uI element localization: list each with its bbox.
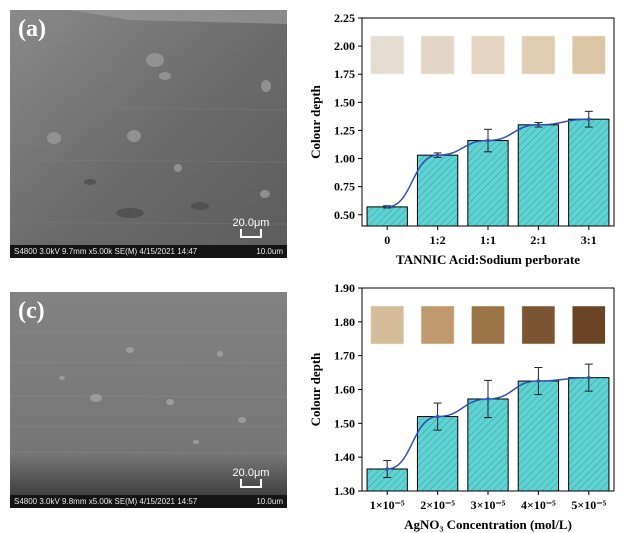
sem-field-a: 10.0um [256,247,283,256]
chart-b-ytick-label: 1.25 [334,123,355,137]
chart-b-trend-point-2 [486,138,490,143]
chart-b-xtick-label-1: 1:2 [430,233,446,247]
chart-d-swatch-0 [370,305,404,345]
chart-b-trend-point-1 [435,153,440,157]
chart-d-xtick-label-4: 5×10⁻⁵ [571,498,606,512]
chart-d-xlabel: AgNO₃ Concentration (mol/L) [404,517,572,532]
chart-d-ytick-label: 1.80 [334,315,355,329]
chart-b-bar-2 [467,140,509,227]
chart-b-swatch-3 [521,35,556,75]
chart-b-swatch-1 [420,35,455,75]
chart-d-ytick-label: 1.40 [334,450,355,464]
sem-info-c: S4800 3.0kV 9.8mm x5.00k SE(M) 4/15/2021… [14,497,198,506]
chart-b-xtick-label-2: 1:1 [480,233,496,247]
chart-d-trend-point-4 [587,375,591,380]
sem-image-a: (a) 20.0μm S4800 3.0kV 9.7mm x5.00k SE(M… [10,10,287,258]
chart-d-swatch-2 [471,305,505,345]
sem-info-bar-a: S4800 3.0kV 9.7mm x5.00k SE(M) 4/15/2021… [10,245,287,258]
sem-texture-a [10,10,287,258]
chart-d-ytick-label: 1.70 [334,349,355,363]
chart-b-trend-point-3 [536,123,541,127]
chart-b-bar-4 [568,118,610,227]
chart-b-ytick-label: 2.00 [334,39,355,53]
chart-b-ytick-label: 1.50 [334,95,355,109]
chart-d-ytick-label: 1.30 [334,484,355,498]
chart-d-trend-point-3 [536,379,541,383]
chart-b-ytick-label: 0.50 [334,208,355,222]
chart-b-xlabel: TANNIC Acid:Sodium perborate [396,252,580,267]
chart-d-swatch-4 [572,305,606,345]
sem-field-c: 10.0um [256,497,283,506]
sem-image-c: (c) 20.0μm S4800 3.0kV 9.8mm x5.00k SE(M… [10,292,287,508]
chart-d-bar-3 [517,380,560,492]
chart-b-xtick-label-3: 2:1 [530,233,546,247]
chart-b-ylabel: Colour depth [308,84,323,159]
sem-texture-c [10,292,287,508]
chart-d-xtick-label-0: 1×10⁻⁵ [370,498,405,512]
chart-b-ytick-label: 1.00 [334,152,355,166]
chart-d-swatch-3 [521,305,556,345]
chart-b-xtick-label-0: 0 [384,233,390,247]
scale-bar-a: 20.0μm [228,217,274,238]
chart-b-ytick-label: 0.75 [334,180,355,194]
chart-b-trend-point-0 [385,205,390,209]
chart-d-ylabel: Colour depth [308,352,323,427]
chart-b-xtick-label-4: 3:1 [581,233,597,247]
sem-info-a: S4800 3.0kV 9.7mm x5.00k SE(M) 4/15/2021… [14,247,198,256]
chart-d-trend-point-1 [435,414,440,419]
chart-b-trend-point-4 [587,117,591,121]
scale-bar-c: 20.0μm [228,467,274,488]
chart-b-swatch-2 [471,35,505,75]
chart-b-swatch-0 [370,35,404,75]
scale-label-c: 20.0μm [232,467,270,479]
panel-label-a: (a) [18,16,46,42]
chart-d-bar-4 [568,377,610,492]
chart-b-swatch-4 [572,35,606,75]
chart-b-ytick-label: 2.25 [334,11,355,25]
chart-b-ytick-label: 1.75 [334,67,355,81]
chart-d-trend-point-2 [486,397,490,401]
scale-label-a: 20.0μm [232,217,270,229]
chart-b-trend-line [387,118,589,208]
panel-label-c: (c) [18,298,45,324]
chart-d-xtick-label-1: 2×10⁻⁵ [420,498,455,512]
chart-d-xtick-label-2: 3×10⁻⁵ [471,498,506,512]
chart-d-swatch-1 [420,305,455,345]
scale-bar-line-c [240,479,262,488]
chart-d-ytick-label: 1.60 [334,383,355,397]
chart-b-bar-3 [517,124,560,227]
chart-d-ytick-label: 1.90 [334,281,355,295]
chart-b-bar-1 [416,154,459,227]
chart-d-trend-point-0 [385,467,390,471]
chart-d-ytick-label: 1.50 [334,416,355,430]
sem-info-bar-c: S4800 3.0kV 9.8mm x5.00k SE(M) 4/15/2021… [10,495,287,508]
scale-bar-line-a [240,229,262,238]
chart-d-xtick-label-3: 4×10⁻⁵ [521,498,556,512]
chart-d-trend-line [387,376,589,470]
